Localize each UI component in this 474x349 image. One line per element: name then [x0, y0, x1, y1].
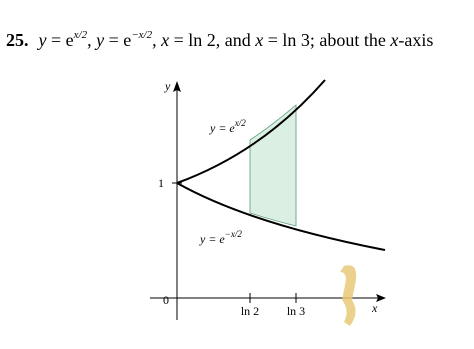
text-part: x: [254, 30, 263, 50]
curve-label-exponent: −x/2: [225, 229, 243, 239]
text-part: -axis: [398, 30, 433, 50]
text-part: −x/2: [131, 29, 152, 41]
y-axis-label: y: [164, 79, 171, 93]
text-part: ,: [152, 30, 161, 50]
shaded-region: [249, 104, 297, 227]
text-part: = ln 3; about the: [263, 30, 390, 50]
text-part: = e: [47, 30, 74, 50]
text-part: x/2: [73, 29, 88, 41]
y-arrow: [173, 81, 181, 92]
curve-label-exponent: x/2: [234, 118, 246, 128]
text-part: ,: [87, 30, 96, 50]
problem-statement: 25. y = ex/2, y = e−x/2, x = ln 2, and x …: [6, 29, 433, 50]
decoration: [340, 265, 357, 326]
text-part: = ln 2, and: [169, 30, 255, 50]
text-part: y: [37, 30, 47, 50]
origin-label: 0: [163, 293, 169, 307]
curve-label: y = ex/2: [209, 118, 246, 135]
lower-curve: [176, 182, 386, 251]
x-tick-label: ln 2: [241, 304, 259, 318]
text-part: = e: [104, 30, 131, 50]
curve-label: y = e−x/2: [199, 229, 242, 246]
upper-curve: [176, 79, 326, 184]
text-part: y: [94, 30, 104, 50]
text-part: x: [389, 30, 398, 50]
x-tick-label: ln 3: [287, 304, 305, 318]
curve-label-text: y = e: [209, 121, 235, 135]
x-axis-label: x: [371, 301, 378, 315]
y-tick-label: 1: [158, 176, 164, 190]
x-arrow: [376, 294, 386, 302]
text-part: x: [160, 30, 169, 50]
problem-number: 25.: [6, 30, 29, 50]
curve-label-text: y = e: [199, 232, 225, 246]
